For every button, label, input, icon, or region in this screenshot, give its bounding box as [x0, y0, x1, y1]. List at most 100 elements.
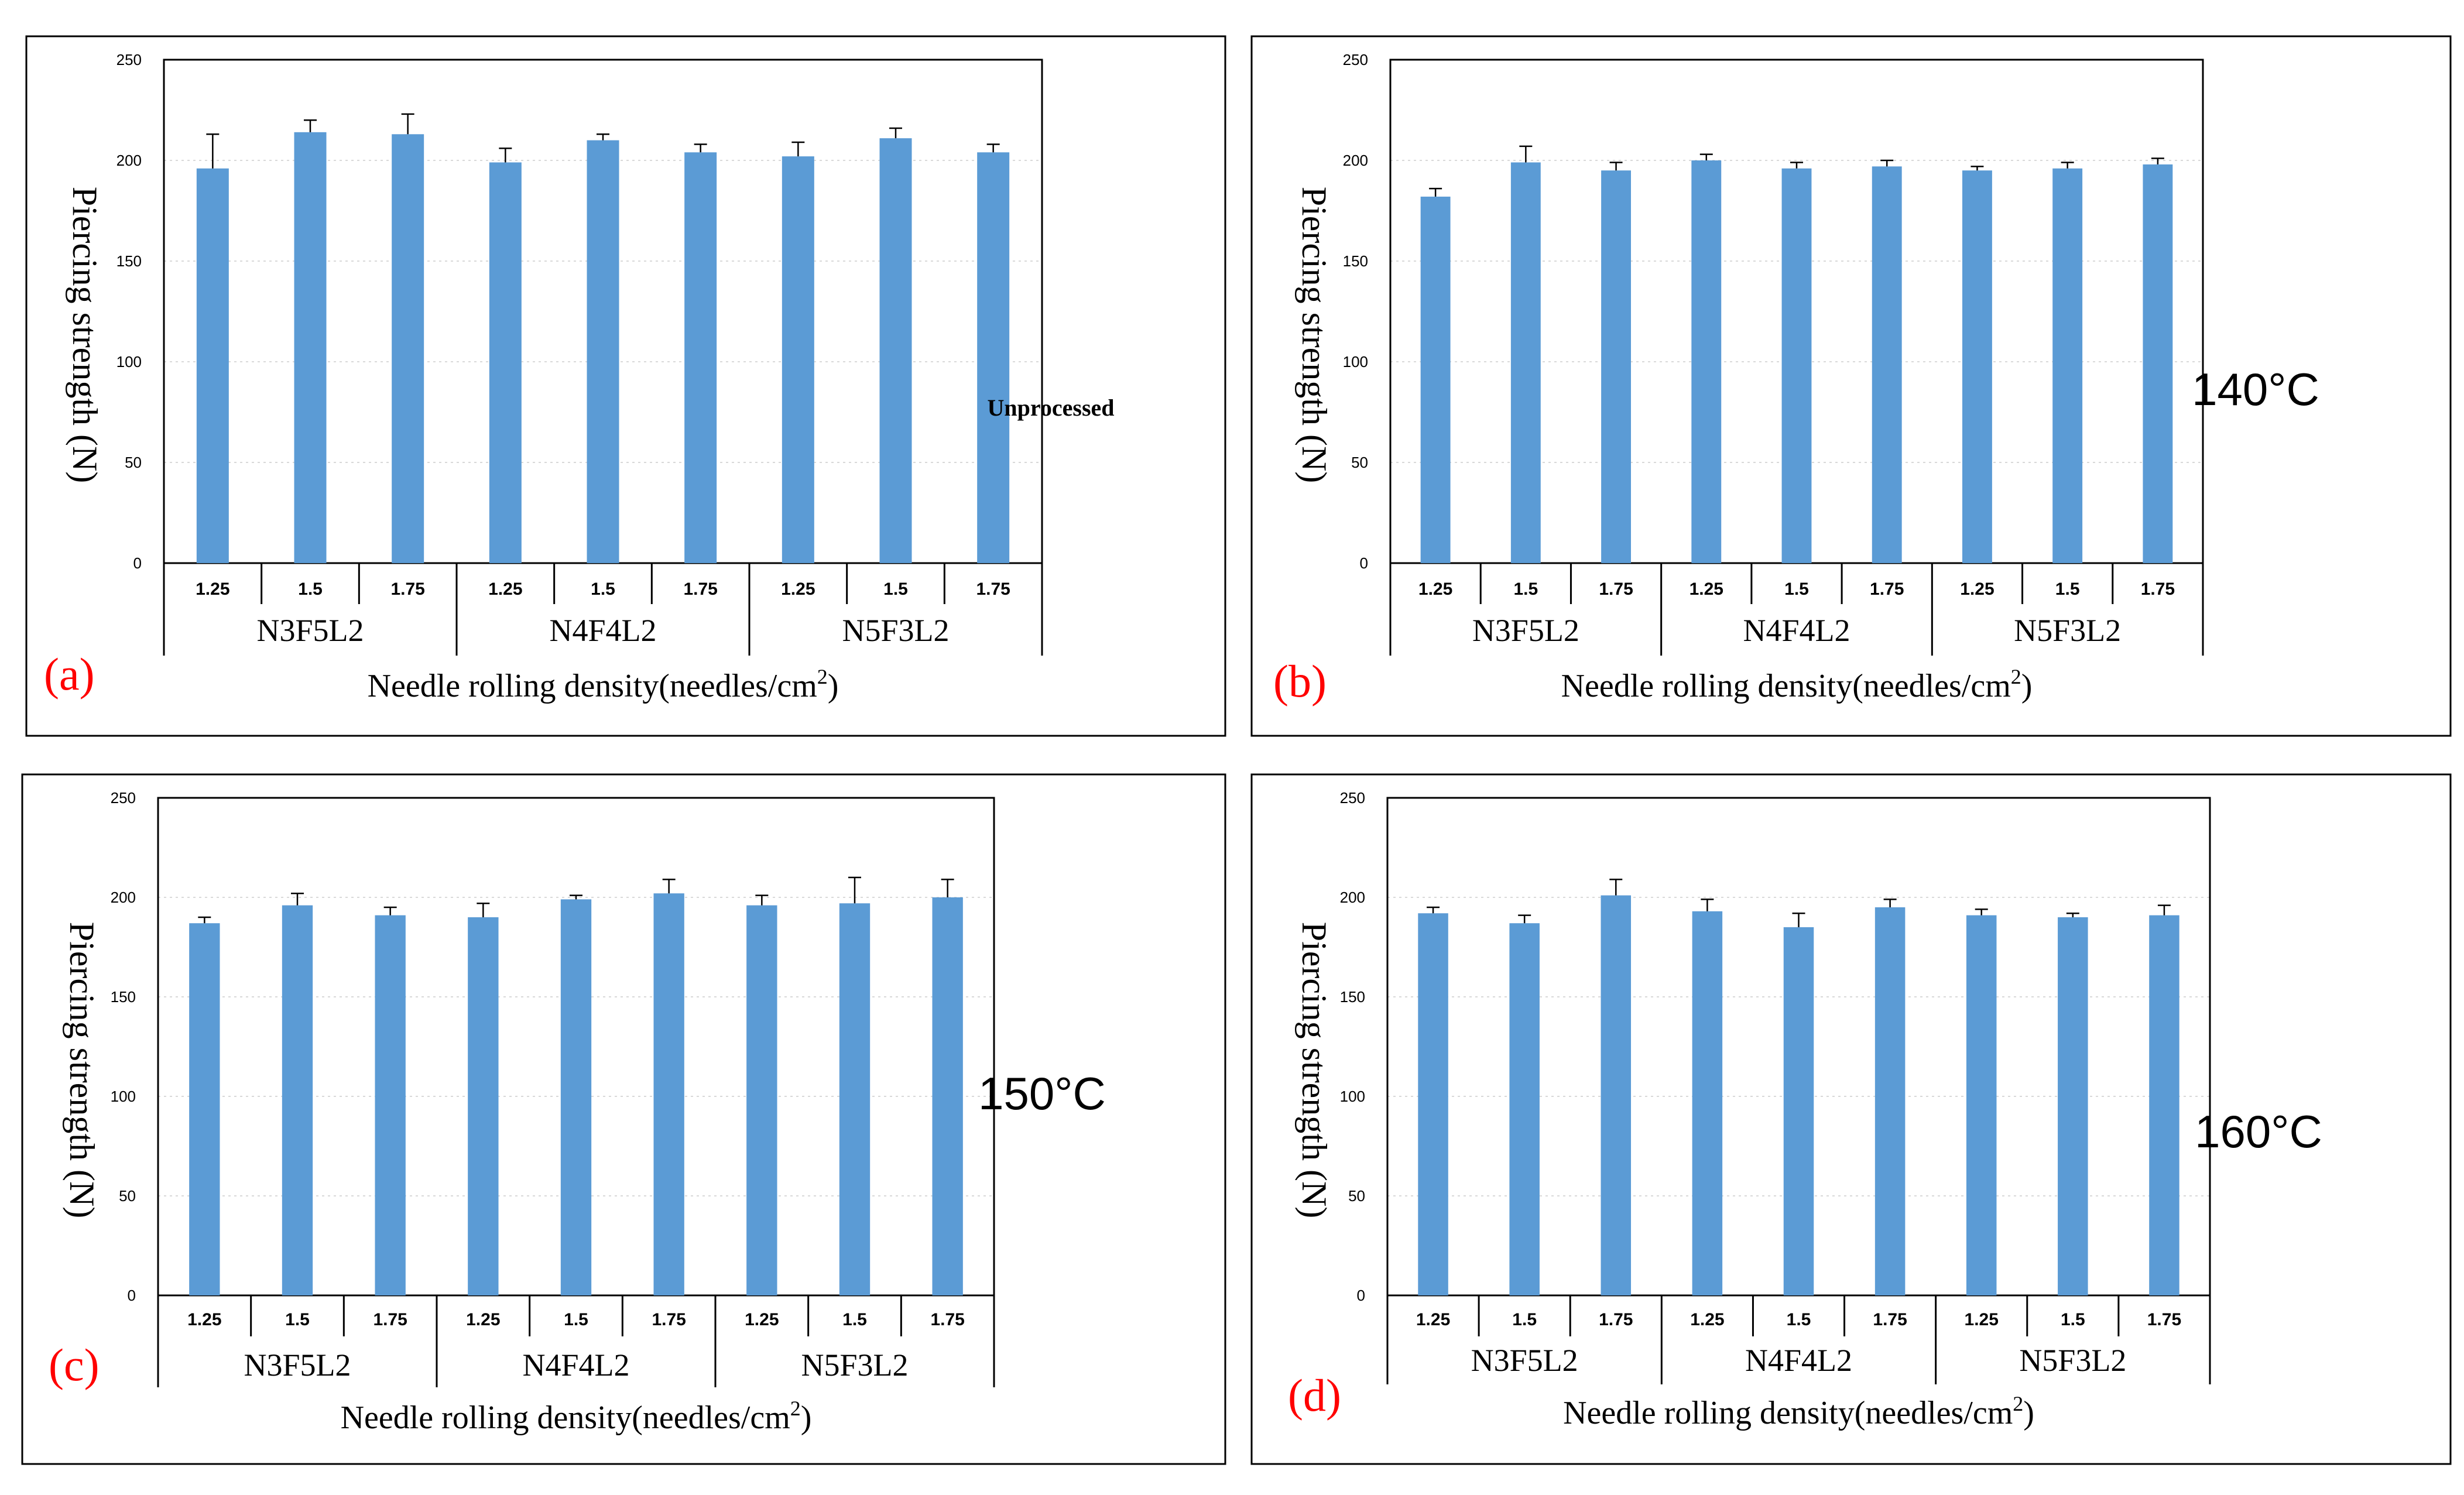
bar — [294, 132, 327, 564]
bar — [1783, 927, 1814, 1295]
bar — [560, 899, 592, 1295]
chart-panel-2: 0 50 100 150 200 250 1.25 1.5 1.75 1.25 1.5 1.75 1.2… — [1250, 35, 2452, 737]
x-axis-title: Needle rolling density(needles/cm2) — [341, 1397, 812, 1436]
y-tick-label: 150 — [116, 252, 142, 270]
y-tick-label: 100 — [1340, 1088, 1365, 1105]
x-tick-label: 1.5 — [1784, 580, 1809, 599]
group-label: N5F3L2 — [2019, 1343, 2126, 1378]
panel-letter: (a) — [44, 649, 95, 700]
y-tick-label: 100 — [1343, 353, 1368, 371]
condition-label: Unprocessed — [987, 395, 1114, 421]
panel-letter: (d) — [1288, 1370, 1341, 1421]
bar — [1692, 911, 1723, 1295]
x-tick-label: 1.75 — [976, 580, 1010, 599]
y-tick-label: 200 — [116, 152, 142, 169]
bar — [2143, 164, 2173, 563]
x-tick-label: 1.5 — [564, 1310, 588, 1329]
y-axis-title: Piercing strength (N) — [66, 187, 104, 484]
condition-label: 150°C — [978, 1068, 1106, 1119]
y-tick-label: 100 — [116, 353, 142, 371]
bar — [1874, 907, 1906, 1295]
chart-panel-1: 0 50 100 150 200 250 1.25 1.5 1.75 1.25 1.5 1.75 1.2… — [25, 35, 1226, 737]
x-tick-label: 1.5 — [842, 1310, 867, 1329]
bar — [879, 138, 912, 563]
y-axis-title: Piercing strength (N) — [63, 922, 101, 1219]
x-tick-label: 1.75 — [373, 1310, 407, 1329]
bar — [1418, 913, 1448, 1295]
group-label: N4F4L2 — [1745, 1343, 1852, 1378]
x-tick-label: 1.5 — [591, 580, 615, 599]
condition-label: 160°C — [2195, 1106, 2322, 1157]
x-tick-label: 1.25 — [1416, 1310, 1450, 1329]
y-axis-title: Piercing strength (N) — [1295, 187, 1334, 484]
panel-letter: (c) — [49, 1339, 100, 1390]
bar — [282, 905, 313, 1295]
y-tick-label: 200 — [1340, 889, 1365, 906]
bar — [1510, 162, 1541, 563]
bar — [1872, 166, 1902, 563]
bar — [932, 897, 963, 1295]
panel-frame — [1250, 773, 2452, 1465]
y-tick-label: 0 — [128, 1287, 136, 1304]
x-tick-label: 1.25 — [488, 580, 522, 599]
x-tick-label: 1.5 — [1512, 1310, 1537, 1329]
bar — [1420, 196, 1451, 563]
x-tick-label: 1.25 — [1960, 580, 1994, 599]
bar — [1691, 160, 1722, 563]
x-tick-label: 1.5 — [883, 580, 908, 599]
bar — [746, 905, 777, 1295]
group-label: N5F3L2 — [2014, 613, 2121, 648]
x-tick-label: 1.75 — [1599, 580, 1633, 599]
group-label: N3F5L2 — [244, 1347, 351, 1383]
x-tick-label: 1.5 — [2061, 1310, 2085, 1329]
bar — [977, 152, 1010, 563]
x-tick-label: 1.25 — [466, 1310, 500, 1329]
bar — [468, 917, 499, 1295]
bar — [2149, 915, 2179, 1295]
group-label: N4F4L2 — [1743, 613, 1850, 648]
panel-frame — [21, 773, 1226, 1465]
y-axis-title: Piercing strength (N) — [1295, 922, 1334, 1219]
x-tick-label: 1.75 — [683, 580, 717, 599]
bar — [1601, 170, 1632, 563]
bar — [2058, 917, 2088, 1295]
bar — [1966, 915, 1997, 1295]
bar — [489, 162, 522, 563]
y-tick-label: 0 — [1360, 554, 1368, 572]
y-tick-label: 250 — [111, 789, 136, 807]
x-tick-label: 1.5 — [2055, 580, 2080, 599]
y-tick-label: 0 — [133, 554, 142, 572]
x-axis-title: Needle rolling density(needles/cm2) — [1563, 1392, 2034, 1431]
y-tick-label: 150 — [111, 988, 136, 1006]
x-tick-label: 1.75 — [930, 1310, 964, 1329]
y-tick-label: 150 — [1343, 252, 1368, 270]
x-tick-label: 1.25 — [745, 1310, 779, 1329]
group-label: N4F4L2 — [549, 613, 656, 648]
bar — [782, 156, 814, 563]
y-tick-label: 50 — [1348, 1187, 1365, 1205]
y-tick-label: 250 — [1340, 789, 1365, 807]
x-axis-title: Needle rolling density(needles/cm2) — [368, 665, 839, 704]
bar — [189, 923, 220, 1295]
bar — [2052, 168, 2083, 563]
panel-frame — [1250, 35, 2452, 737]
y-tick-label: 50 — [1351, 454, 1368, 471]
x-tick-label: 1.25 — [781, 580, 815, 599]
chart-panel-3: 0 50 100 150 200 250 1.25 1.5 1.75 1.25 1.5 1.75 1.2… — [21, 773, 1226, 1465]
bar — [196, 168, 229, 563]
bar — [587, 140, 619, 564]
x-tick-label: 1.25 — [1689, 580, 1723, 599]
y-tick-label: 250 — [116, 51, 142, 68]
group-label: N3F5L2 — [1472, 613, 1579, 648]
x-tick-label: 1.75 — [2147, 1310, 2181, 1329]
group-label: N3F5L2 — [1471, 1343, 1578, 1378]
x-tick-label: 1.75 — [652, 1310, 686, 1329]
y-tick-label: 100 — [111, 1088, 136, 1105]
y-tick-label: 200 — [111, 889, 136, 906]
chart-panel-4: 0 50 100 150 200 250 1.25 1.5 1.75 1.25 1.5 1.75 1.2… — [1250, 773, 2452, 1465]
x-tick-label: 1.25 — [1965, 1310, 1999, 1329]
group-label: N3F5L2 — [256, 613, 364, 648]
x-tick-label: 1.25 — [187, 1310, 221, 1329]
bar — [1601, 895, 1632, 1295]
